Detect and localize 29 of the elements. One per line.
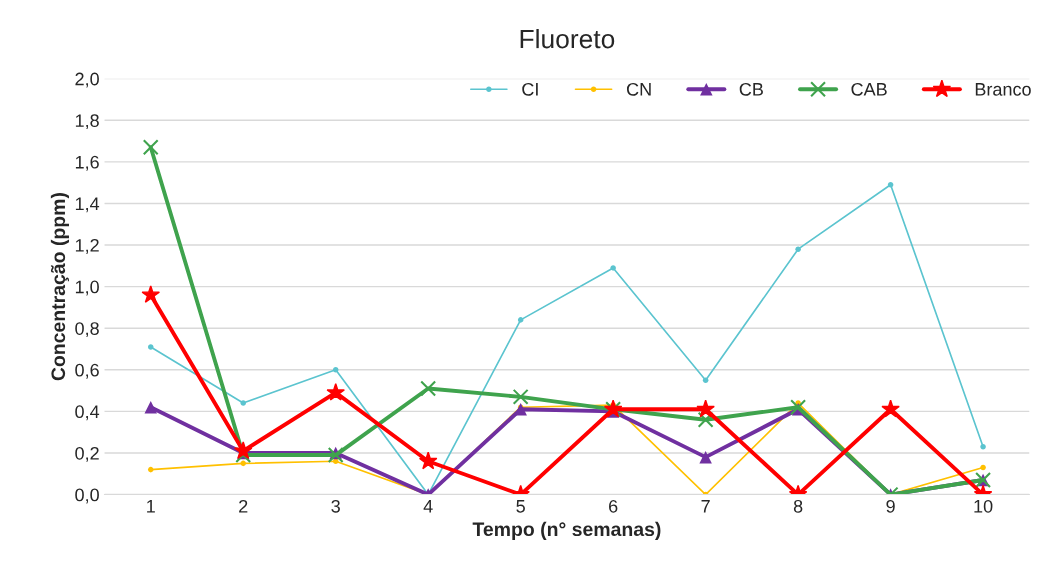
y-tick-label: 1,8 — [75, 114, 99, 130]
x-tick-label: 9 — [886, 499, 895, 513]
legend-label: CN — [626, 82, 651, 96]
legend-label: CI — [522, 82, 538, 96]
legend-label: CB — [739, 82, 763, 96]
y-tick-label: 1,6 — [75, 155, 99, 171]
legend-label: Branco — [975, 83, 1031, 96]
x-tick-label: 6 — [609, 499, 618, 513]
y-axis-title: Concentração (ppm) — [50, 193, 69, 381]
y-tick-label: 0,0 — [75, 488, 99, 504]
y-tick-label: 0,4 — [75, 405, 100, 421]
y-tick-label: 1,4 — [75, 197, 100, 213]
x-tick-label: 1 — [147, 500, 155, 513]
y-tick-label: 0,2 — [75, 446, 99, 462]
x-tick-label: 5 — [516, 500, 525, 513]
y-tick-label: 0,6 — [75, 363, 99, 379]
x-tick-label: 3 — [331, 499, 340, 513]
x-tick-label: 2 — [239, 499, 248, 513]
y-tick-label: 2,0 — [75, 72, 99, 88]
y-tick-label: 1,2 — [75, 238, 99, 254]
chart-title: Fluoreto — [520, 29, 615, 49]
y-tick-label: 1,0 — [75, 280, 99, 296]
x-axis-title: Tempo (n° semanas) — [472, 521, 661, 540]
x-tick-label: 4 — [423, 500, 433, 513]
legend-label: CAB — [851, 82, 887, 96]
y-tick-label: 0,8 — [75, 322, 99, 338]
x-tick-label: 10 — [974, 499, 993, 513]
x-tick-label: 7 — [701, 500, 710, 513]
x-tick-label: 8 — [793, 499, 803, 513]
